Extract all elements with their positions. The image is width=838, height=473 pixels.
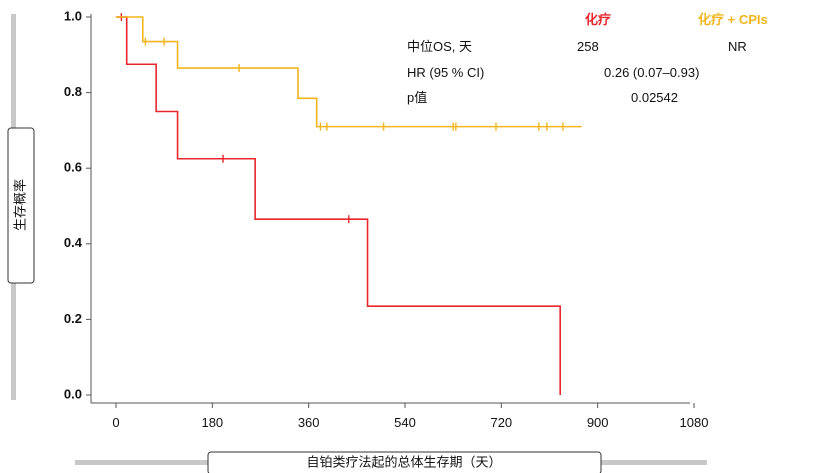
stats-row-median-combo: NR [728, 39, 747, 54]
stats-row-hr-value: 0.26 (0.07–0.93) [604, 65, 699, 80]
y-tick-label: 0.8 [64, 84, 82, 99]
y-axis-title-box: 生存概率 [7, 127, 35, 284]
x-ticks: 0 180 360 540 720 900 1080 [112, 403, 708, 430]
y-axis-title: 生存概率 [12, 179, 27, 231]
y-ticks: 0.0 0.2 0.4 0.6 0.8 1.0 [64, 8, 91, 401]
x-tick-label: 720 [490, 415, 512, 430]
stats-row-hr-label: HR (95 % CI) [407, 65, 484, 80]
y-tick-label: 0.2 [64, 311, 82, 326]
x-tick-label: 0 [112, 415, 119, 430]
stats-table-bg [398, 35, 790, 108]
stats-row-median-chemo: 258 [577, 39, 599, 54]
legend-chemo-cpis: 化疗 + CPIs [698, 12, 768, 27]
series-line-chemo [116, 16, 562, 395]
stats-row-p-value: 0.02542 [631, 90, 678, 105]
y-tick-label: 1.0 [64, 8, 82, 23]
legend: 化疗 化疗 + CPIs [585, 12, 768, 27]
x-tick-label: 180 [201, 415, 223, 430]
x-tick-label: 360 [298, 415, 320, 430]
x-tick-label: 900 [587, 415, 609, 430]
series-layer [116, 13, 582, 395]
stats-row-p-label: p值 [407, 90, 427, 105]
x-tick-label: 540 [394, 415, 416, 430]
stats-row-median-label: 中位OS, 天 [407, 39, 472, 54]
y-tick-label: 0.4 [64, 235, 83, 250]
x-axis-title-box: 自铂类疗法起的总体生存期（天） [207, 451, 602, 473]
x-axis-title: 自铂类疗法起的总体生存期（天） [306, 454, 501, 469]
legend-chemo: 化疗 [585, 12, 611, 27]
y-tick-label: 0.6 [64, 160, 82, 175]
series-line-chemo-cpis [116, 16, 582, 128]
y-tick-label: 0.0 [64, 386, 82, 401]
x-tick-label: 1080 [680, 415, 709, 430]
stats-table: 中位OS, 天 258 NR HR (95 % CI) 0.26 (0.07–0… [398, 35, 790, 108]
